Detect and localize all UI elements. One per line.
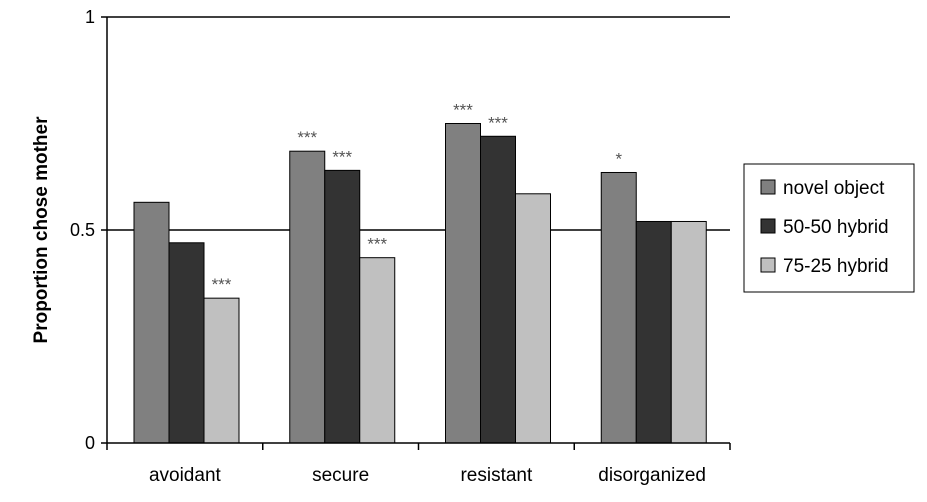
y-axis-label: Proportion chose mother: [31, 116, 52, 344]
bar: [600, 171, 637, 444]
x-tick-label: resistant: [460, 465, 533, 486]
legend-label: 50-50 hybrid: [783, 217, 889, 238]
legend-swatch: [760, 218, 776, 234]
significance-marker: ***: [453, 101, 473, 120]
bar: [635, 220, 672, 444]
legend-label: novel object: [783, 178, 885, 199]
y-tick-label: 1: [85, 7, 95, 27]
legend-swatch: [760, 179, 776, 195]
bar: [670, 220, 707, 444]
significance-marker: ***: [488, 113, 508, 132]
significance-marker: ***: [332, 147, 352, 166]
significance-marker: ***: [297, 128, 317, 147]
bar: [324, 169, 361, 444]
legend-swatch: [760, 257, 776, 273]
x-tick-label: disorganized: [598, 465, 706, 486]
bar: [203, 297, 240, 444]
legend: novel object 50-50 hybrid 75-25 hybrid: [743, 163, 915, 293]
bar: [515, 193, 551, 444]
significance-marker: *: [615, 149, 622, 168]
y-tick-label: 0: [85, 433, 95, 453]
significance-markers: *******************: [212, 101, 623, 295]
bars: [133, 123, 707, 444]
y-ticks: 00.51: [70, 7, 107, 453]
x-ticks: avoidant secure resistant disorganized: [106, 443, 731, 486]
bar: [480, 135, 516, 444]
bar: [359, 257, 396, 444]
x-tick-label: avoidant: [149, 465, 222, 486]
y-tick-label: 0.5: [70, 220, 95, 240]
bar: [168, 242, 205, 444]
bar: [133, 201, 170, 444]
significance-marker: ***: [212, 275, 232, 294]
bar: [445, 123, 481, 444]
legend-label: 75-25 hybrid: [783, 256, 889, 277]
significance-marker: ***: [367, 235, 387, 254]
bar: [289, 150, 326, 444]
x-tick-label: secure: [312, 465, 369, 486]
